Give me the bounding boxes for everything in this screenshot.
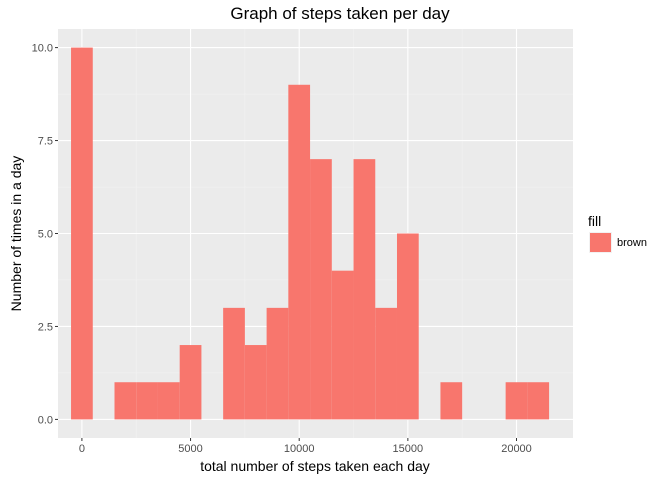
y-axis: 0.0 2.5 5.0 7.5 10.0 (32, 43, 58, 426)
x-tick-label: 0 (79, 443, 85, 455)
histogram-bar-11 (310, 159, 332, 420)
histogram-bar-14 (375, 307, 397, 420)
y-tick-label: 7.5 (38, 136, 53, 148)
x-tick-label: 15000 (393, 443, 424, 455)
chart-title: Graph of steps taken per day (230, 4, 450, 23)
legend-label-brown: brown (617, 237, 647, 249)
histogram-bar-9 (266, 307, 289, 420)
x-tick-label: 20000 (501, 443, 532, 455)
histogram-bar-15 (396, 233, 419, 420)
histogram-bar-3 (136, 382, 158, 420)
histogram-bar-12 (331, 270, 354, 420)
histogram-bar-13 (353, 159, 376, 420)
histogram-bars (71, 47, 550, 420)
legend: fill brown (588, 213, 647, 253)
histogram-bar-10 (288, 84, 311, 420)
histogram-bar-5 (179, 345, 202, 420)
y-tick-label: 10.0 (32, 43, 53, 55)
histogram-bar-21 (527, 382, 550, 420)
x-axis-title: total number of steps taken each day (200, 458, 430, 474)
histogram-bar-4 (157, 382, 180, 420)
x-tick-label: 5000 (178, 443, 202, 455)
y-tick-label: 0.0 (38, 414, 53, 426)
x-axis: 0 5000 10000 15000 20000 (79, 438, 532, 455)
y-tick-label: 2.5 (38, 321, 53, 333)
y-tick-label: 5.0 (38, 229, 53, 241)
histogram-bar-2 (114, 382, 137, 420)
histogram-bar-17 (440, 382, 463, 420)
histogram-bar-0 (71, 47, 93, 420)
legend-swatch-brown (590, 233, 611, 252)
histogram-bar-20 (505, 382, 528, 420)
x-tick-label: 10000 (284, 443, 315, 455)
histogram-bar-7 (223, 307, 245, 420)
legend-title: fill (588, 213, 601, 229)
histogram-bar-8 (244, 345, 267, 420)
y-axis-title: Number of times in a day (8, 156, 24, 312)
